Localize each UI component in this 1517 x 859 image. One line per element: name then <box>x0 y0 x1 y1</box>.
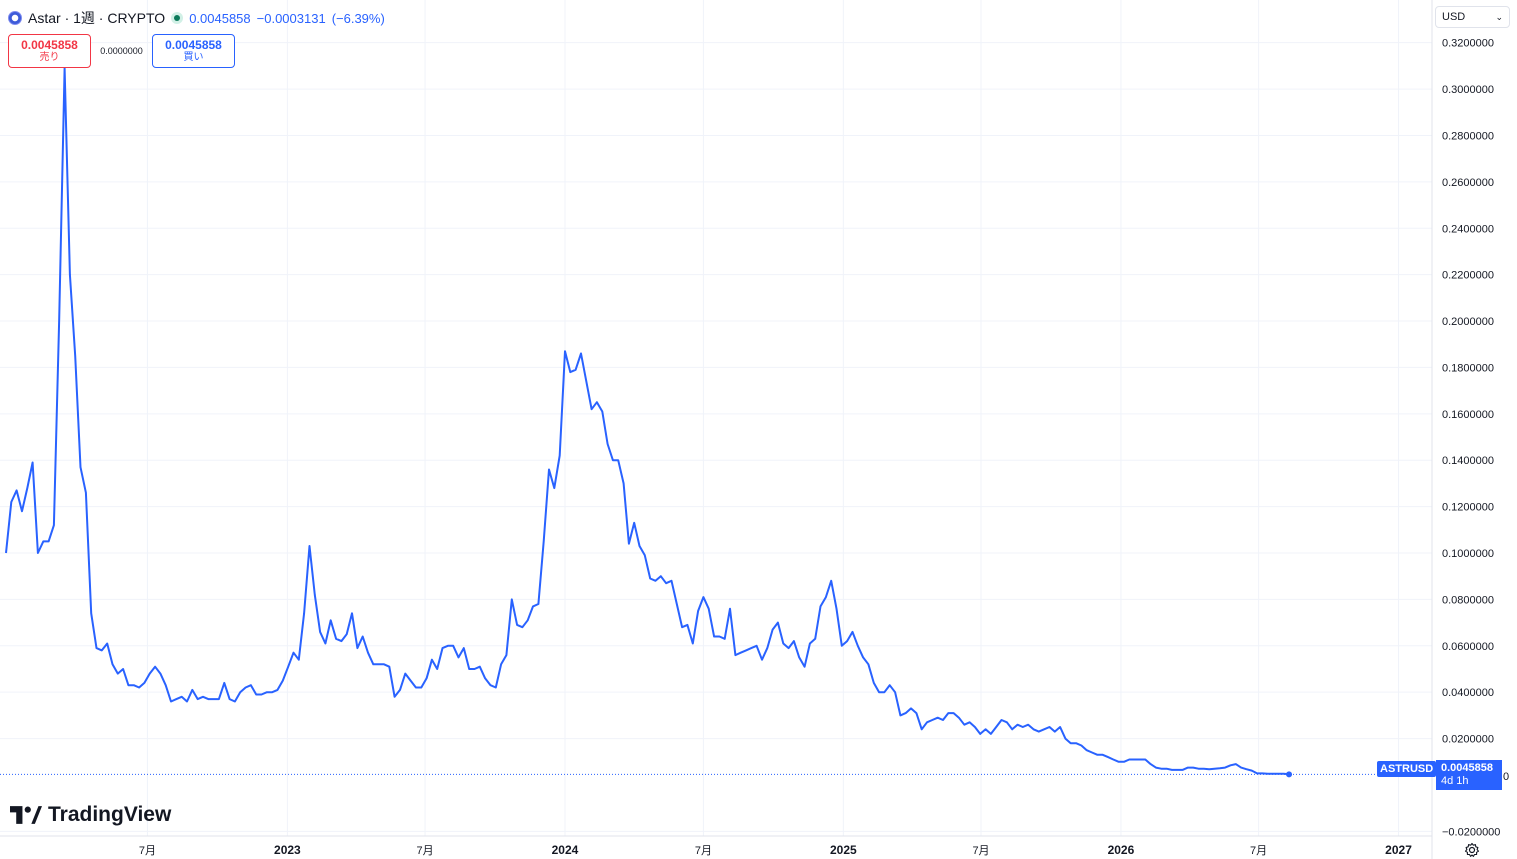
x-tick-label: 7月 <box>416 845 433 857</box>
y-tick-label: 0.0800000 <box>1442 594 1494 606</box>
price-change: −0.0003131 <box>256 10 326 26</box>
x-tick-label: 7月 <box>695 845 712 857</box>
ticker-badge: ASTRUSD <box>1377 761 1437 777</box>
x-tick-label: 2024 <box>552 843 579 857</box>
price-series-line[interactable] <box>5 67 1290 776</box>
y-tick-label: 0.1000000 <box>1442 548 1494 560</box>
astar-logo-icon <box>8 11 22 25</box>
spread-value: 0.0000000 <box>100 46 143 56</box>
y-tick-label: 0.2000000 <box>1442 316 1494 328</box>
sell-button[interactable]: 0.0045858 売り <box>8 34 91 68</box>
x-tick-label: 2023 <box>274 843 301 857</box>
price-axis[interactable]: −0.0200000 0.0200000 0.0400000 0.0600000 0.0… <box>1442 38 1500 839</box>
symbol-title[interactable]: Astar · 1週 · CRYPTO <box>28 10 166 26</box>
axis-zero-marker: 0 <box>1503 771 1510 783</box>
y-tick-label: 0.1400000 <box>1442 455 1494 467</box>
chevron-down-icon: ⌄ <box>1495 11 1503 22</box>
buy-label: 買い <box>183 52 204 64</box>
y-tick-label: 0.2800000 <box>1442 130 1494 142</box>
y-tick-label: 0.2600000 <box>1442 177 1494 189</box>
y-tick-label: 0.3200000 <box>1442 38 1494 50</box>
x-tick-label: 7月 <box>972 845 989 857</box>
tradingview-logo-icon <box>10 806 42 824</box>
y-tick-label: 0.0200000 <box>1442 734 1494 746</box>
y-tick-label: 0.2400000 <box>1442 223 1494 235</box>
x-tick-label: 7月 <box>139 845 156 857</box>
y-tick-label: 0.1200000 <box>1442 502 1494 514</box>
current-price-badge: 0.0045858 4d 1h <box>1436 760 1502 790</box>
bar-countdown: 4d 1h <box>1441 775 1469 787</box>
current-price-label: 0.0045858 <box>1441 762 1493 774</box>
last-price: 0.0045858 <box>189 10 251 26</box>
y-tick-label: 0.2200000 <box>1442 270 1494 282</box>
settings-gear-icon[interactable] <box>1464 842 1480 858</box>
y-tick-label: 0.0600000 <box>1442 641 1494 653</box>
y-tick-label: 0.3000000 <box>1442 84 1494 96</box>
y-tick-label: 0.1800000 <box>1442 362 1494 374</box>
tradingview-brand[interactable]: TradingView <box>10 803 171 827</box>
x-tick-label: 2025 <box>830 843 857 857</box>
time-axis[interactable]: 7月 2023 7月 2024 7月 2025 7月 2026 7月 2027 <box>139 843 1412 857</box>
chart-grid <box>0 0 1432 836</box>
x-tick-label: 7月 <box>1250 845 1267 857</box>
sell-label: 売り <box>39 52 60 64</box>
currency-select[interactable]: USD ⌄ <box>1435 6 1510 28</box>
brand-name: TradingView <box>48 803 172 826</box>
x-tick-label: 2027 <box>1385 843 1412 857</box>
market-status-icon[interactable] <box>171 12 184 24</box>
y-tick-label: 0.1600000 <box>1442 409 1494 421</box>
last-price-point <box>1286 771 1293 778</box>
y-tick-label: 0.0400000 <box>1442 687 1494 699</box>
x-tick-label: 2026 <box>1108 843 1135 857</box>
y-tick-label: −0.0200000 <box>1442 826 1500 838</box>
sell-price: 0.0045858 <box>21 37 78 52</box>
trade-buttons: 0.0045858 売り 0.0000000 0.0045858 買い <box>8 34 235 68</box>
chart-legend: Astar · 1週 · CRYPTO 0.0045858 −0.0003131… <box>8 8 385 28</box>
buy-button[interactable]: 0.0045858 買い <box>152 34 235 68</box>
currency-value: USD <box>1442 11 1466 23</box>
buy-price: 0.0045858 <box>165 37 222 52</box>
price-change-percent: (−6.39%) <box>331 10 385 26</box>
series-layer <box>0 67 1432 778</box>
